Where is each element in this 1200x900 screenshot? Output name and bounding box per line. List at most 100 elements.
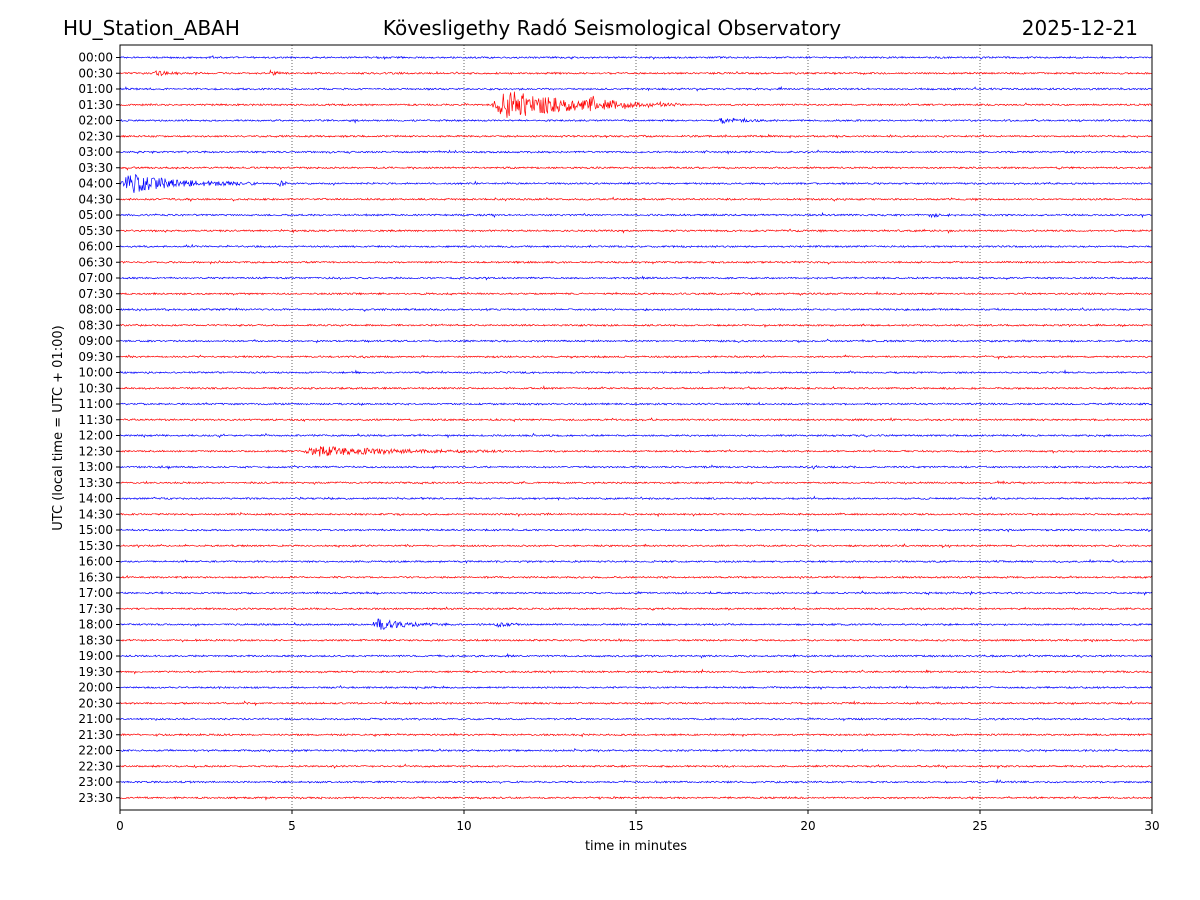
trace-row-0530 <box>119 228 1153 234</box>
y-tick-label: 08:30 <box>78 318 113 332</box>
y-tick-label: 11:30 <box>78 413 113 427</box>
y-tick-label: 08:00 <box>78 303 113 317</box>
y-tick-label: 09:00 <box>78 334 113 348</box>
y-tick-label: 15:00 <box>78 523 113 537</box>
y-tick-label: 18:00 <box>78 618 113 632</box>
trace-row-1700 <box>119 590 1153 596</box>
trace-row-1400 <box>119 495 1153 501</box>
y-tick-label: 19:00 <box>78 649 113 663</box>
y-tick-label: 06:30 <box>78 255 113 269</box>
x-tick-label: 10 <box>456 819 471 833</box>
trace-row-1330 <box>119 480 1153 485</box>
trace-row-1800 <box>119 618 1153 630</box>
y-tick-label: 02:30 <box>78 129 113 143</box>
date-title: 2025-12-21 <box>1022 16 1138 40</box>
observatory-title: Kövesligethy Radó Seismological Observat… <box>383 16 841 40</box>
y-tick-label: 15:30 <box>78 539 113 553</box>
trace-row-0330 <box>119 165 1153 171</box>
y-tick-label: 16:00 <box>78 555 113 569</box>
trace-row-0230 <box>119 133 1153 139</box>
trace-row-2300 <box>119 778 1153 785</box>
y-tick-label: 07:30 <box>78 287 113 301</box>
trace-row-0830 <box>119 323 1153 329</box>
trace-row-0030 <box>119 69 1153 77</box>
trace-row-1030 <box>119 385 1153 391</box>
y-tick-label: 01:00 <box>78 82 113 96</box>
y-tick-label: 00:30 <box>78 66 113 80</box>
trace-row-2100 <box>119 717 1153 722</box>
x-axis-ticks: 0 5 10 15 20 25 30 <box>116 810 1160 833</box>
y-axis-label: UTC (local time = UTC + 01:00) <box>51 325 66 530</box>
trace-row-1500 <box>119 527 1153 533</box>
y-tick-label: 03:00 <box>78 145 113 159</box>
trace-row-2330 <box>119 795 1153 801</box>
y-tick-label: 10:30 <box>78 381 113 395</box>
y-tick-label: 19:30 <box>78 665 113 679</box>
trace-row-0130 <box>119 91 1153 118</box>
trace-row-2130 <box>119 732 1153 738</box>
grid-lines <box>291 45 981 810</box>
station-title: HU_Station_ABAH <box>63 16 240 40</box>
trace-row-0400 <box>119 174 1153 193</box>
trace-row-0730 <box>119 290 1153 297</box>
trace-row-1100 <box>119 401 1153 407</box>
y-tick-label: 03:30 <box>78 161 113 175</box>
plot-frame <box>119 44 1153 811</box>
y-tick-label: 09:30 <box>78 350 113 364</box>
trace-row-0900 <box>119 338 1153 344</box>
trace-row-0430 <box>119 196 1153 202</box>
trace-row-2200 <box>119 748 1153 753</box>
trace-row-1200 <box>119 432 1153 439</box>
trace-row-2030 <box>119 700 1153 707</box>
trace-row-0100 <box>119 85 1153 92</box>
y-tick-label: 14:30 <box>78 507 113 521</box>
y-tick-label: 10:00 <box>78 366 113 380</box>
trace-row-0600 <box>119 243 1153 249</box>
x-axis-label: time in minutes <box>585 839 687 854</box>
y-tick-label: 04:30 <box>78 192 113 206</box>
y-tick-label: 12:00 <box>78 429 113 443</box>
y-tick-label: 18:30 <box>78 633 113 647</box>
y-tick-label: 21:30 <box>78 728 113 742</box>
trace-row-0800 <box>119 307 1153 313</box>
trace-row-1900 <box>119 652 1153 659</box>
y-tick-label: 16:30 <box>78 570 113 584</box>
y-tick-label: 13:30 <box>78 476 113 490</box>
y-tick-label: 14:00 <box>78 492 113 506</box>
y-tick-label: 23:30 <box>78 791 113 805</box>
y-tick-label: 13:00 <box>78 460 113 474</box>
trace-row-0300 <box>119 149 1153 155</box>
trace-group <box>119 55 1153 801</box>
x-tick-label: 25 <box>972 819 987 833</box>
y-tick-label: 20:00 <box>78 681 113 695</box>
trace-row-1730 <box>119 606 1153 612</box>
trace-row-1000 <box>119 369 1153 375</box>
y-tick-label: 07:00 <box>78 271 113 285</box>
y-tick-label: 17:30 <box>78 602 113 616</box>
y-tick-label: 21:00 <box>78 712 113 726</box>
y-tick-label: 22:30 <box>78 759 113 773</box>
trace-row-0200 <box>119 117 1153 124</box>
x-tick-label: 30 <box>1144 819 1159 833</box>
x-tick-label: 20 <box>800 819 815 833</box>
trace-row-0630 <box>119 259 1153 265</box>
trace-row-1630 <box>119 575 1153 580</box>
y-tick-label: 02:00 <box>78 114 113 128</box>
trace-row-1230 <box>119 446 1153 457</box>
trace-row-1930 <box>119 668 1153 675</box>
y-tick-label: 00:00 <box>78 51 113 65</box>
trace-row-1600 <box>119 558 1153 564</box>
y-tick-label: 12:30 <box>78 444 113 458</box>
y-tick-label: 05:00 <box>78 208 113 222</box>
y-tick-label: 20:30 <box>78 696 113 710</box>
trace-row-0700 <box>119 275 1153 281</box>
y-tick-label: 06:00 <box>78 240 113 254</box>
trace-row-1300 <box>119 464 1153 470</box>
x-tick-label: 15 <box>628 819 643 833</box>
y-tick-label: 17:00 <box>78 586 113 600</box>
trace-row-0930 <box>119 354 1153 360</box>
trace-row-2000 <box>119 685 1153 691</box>
y-tick-label: 22:00 <box>78 744 113 758</box>
